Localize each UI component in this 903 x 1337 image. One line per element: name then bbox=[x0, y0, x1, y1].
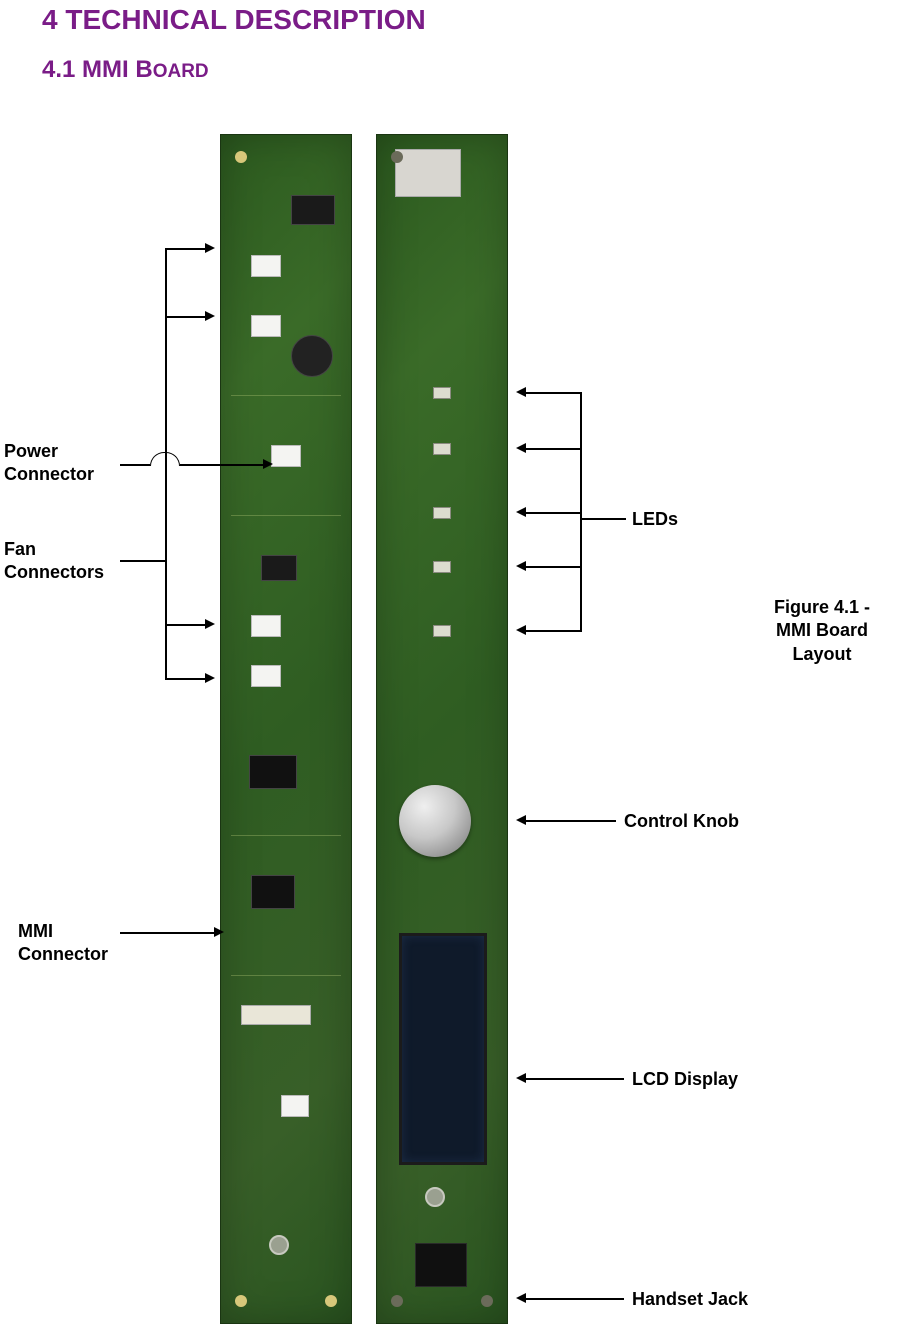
label-handset-jack: Handset Jack bbox=[632, 1288, 748, 1311]
leader-line bbox=[180, 464, 265, 466]
led-indicator bbox=[433, 625, 451, 637]
leader-line bbox=[165, 248, 167, 678]
subsection-prefix: 4.1 MMI B bbox=[42, 56, 153, 83]
arrowhead-icon bbox=[516, 1293, 526, 1303]
arrowhead-icon bbox=[263, 459, 273, 469]
led-indicator bbox=[433, 443, 451, 455]
leader-line bbox=[580, 392, 582, 632]
leader-line bbox=[526, 630, 580, 632]
leader-line bbox=[120, 464, 150, 466]
arrowhead-icon bbox=[205, 673, 215, 683]
leader-line bbox=[120, 560, 166, 562]
arrowhead-icon bbox=[205, 243, 215, 253]
section-heading: 4 TECHNICAL DESCRIPTION bbox=[42, 4, 426, 36]
led-indicator bbox=[433, 507, 451, 519]
label-fan-connectors: Fan Connectors bbox=[4, 538, 104, 583]
arrowhead-icon bbox=[516, 443, 526, 453]
label-power-connector: Power Connector bbox=[4, 440, 94, 485]
leader-line bbox=[120, 932, 216, 934]
lcd-display bbox=[399, 933, 487, 1165]
pcb-front-board bbox=[220, 134, 352, 1324]
leader-line bbox=[580, 518, 626, 520]
leader-line bbox=[526, 448, 580, 450]
figure-caption: Figure 4.1 - MMI Board Layout bbox=[742, 596, 902, 666]
control-knob bbox=[399, 785, 471, 857]
pcb-back-board bbox=[376, 134, 508, 1324]
label-mmi-connector: MMI Connector bbox=[18, 920, 108, 965]
arrowhead-icon bbox=[516, 507, 526, 517]
leader-line bbox=[165, 678, 207, 680]
leader-line bbox=[526, 820, 616, 822]
leader-line bbox=[526, 1298, 624, 1300]
arrowhead-icon bbox=[516, 1073, 526, 1083]
arrowhead-icon bbox=[205, 619, 215, 629]
leader-line bbox=[526, 1078, 624, 1080]
leader-line bbox=[526, 512, 580, 514]
led-indicator bbox=[433, 387, 451, 399]
arrowhead-icon bbox=[516, 625, 526, 635]
subsection-heading: 4.1 MMI BOARD bbox=[42, 56, 209, 84]
arrowhead-icon bbox=[516, 387, 526, 397]
leader-line bbox=[526, 566, 580, 568]
arrowhead-icon bbox=[214, 927, 224, 937]
arrowhead-icon bbox=[205, 311, 215, 321]
leader-line bbox=[165, 248, 207, 250]
leader-line bbox=[165, 624, 207, 626]
leader-line bbox=[165, 316, 207, 318]
leader-line bbox=[526, 392, 580, 394]
label-control-knob: Control Knob bbox=[624, 810, 739, 833]
label-leds: LEDs bbox=[632, 508, 678, 531]
led-indicator bbox=[433, 561, 451, 573]
arrowhead-icon bbox=[516, 561, 526, 571]
arrowhead-icon bbox=[516, 815, 526, 825]
handset-jack bbox=[415, 1243, 467, 1287]
subsection-smallcaps: OARD bbox=[153, 61, 209, 82]
label-lcd-display: LCD Display bbox=[632, 1068, 738, 1091]
